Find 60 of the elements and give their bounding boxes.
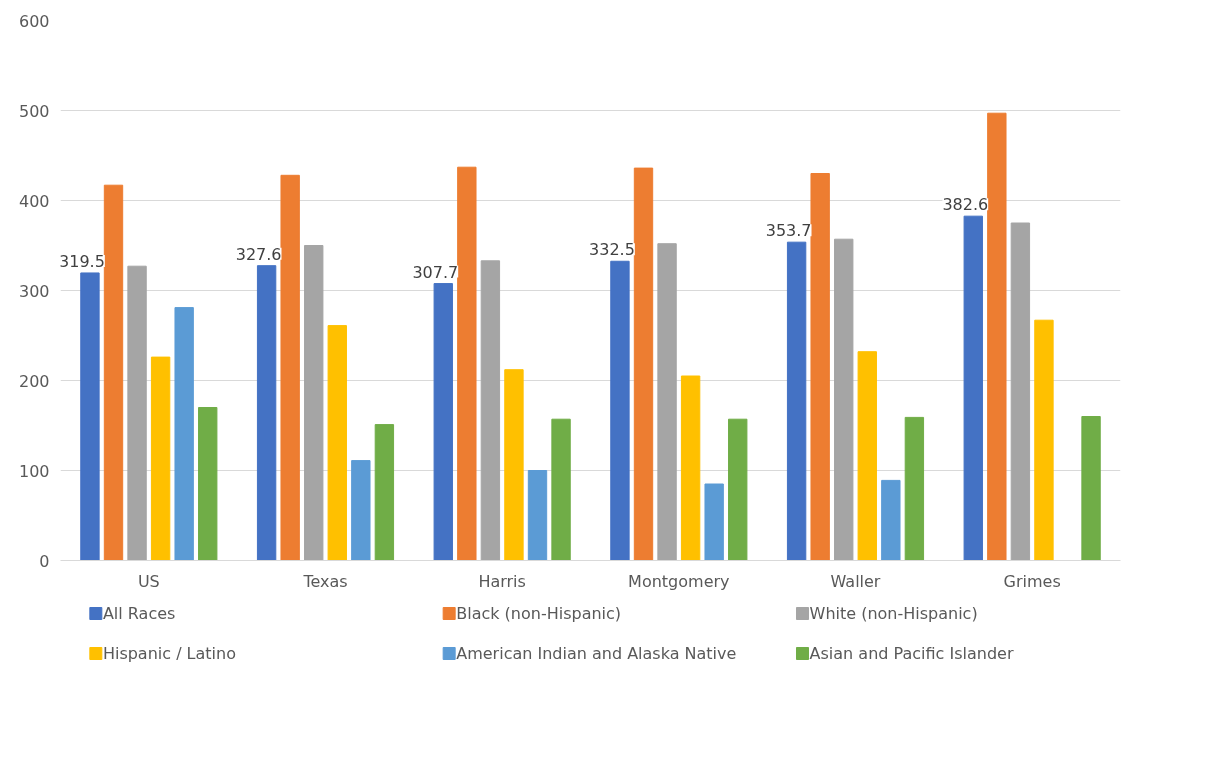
- bar: [280, 174, 300, 561]
- legend-label: Asian and Pacific Islander: [809, 644, 1014, 663]
- bar: [904, 416, 925, 561]
- bar: [127, 265, 147, 561]
- data-label: 307.7: [412, 262, 459, 282]
- bar: [728, 418, 748, 561]
- bar: [680, 375, 701, 561]
- bar: [633, 167, 654, 561]
- bar: [1081, 416, 1101, 561]
- y-tick-label: 0: [39, 551, 50, 571]
- bar: [610, 260, 630, 561]
- data-label: 332.5: [589, 240, 635, 260]
- x-tick-label: Harris: [478, 571, 526, 591]
- y-tick-label: 400: [18, 191, 50, 211]
- y-tick-label: 300: [18, 281, 50, 301]
- x-tick-label: Waller: [830, 571, 881, 591]
- x-tick-label: Montgomery: [628, 571, 730, 591]
- legend-label: American Indian and Alaska Native: [456, 644, 737, 663]
- bar: [327, 325, 347, 561]
- bar: [80, 272, 100, 561]
- data-label: 319.5: [59, 251, 105, 271]
- bar: [857, 351, 877, 561]
- bar: [527, 470, 548, 561]
- bar: [150, 356, 171, 561]
- bar: [374, 424, 395, 561]
- y-tick-label: 500: [18, 101, 50, 121]
- y-tick-label: 200: [18, 371, 50, 391]
- bar: [810, 173, 830, 561]
- bar: [174, 307, 194, 561]
- x-tick-label: Grimes: [1003, 571, 1061, 591]
- bar: [657, 243, 677, 561]
- legend-label: White (non-Hispanic): [809, 604, 978, 623]
- bar: [198, 407, 218, 561]
- legend-label: All Races: [102, 604, 176, 623]
- bar: [834, 238, 854, 561]
- bar: [504, 369, 524, 561]
- bar: [881, 479, 901, 561]
- bar: [704, 483, 724, 561]
- legend-label: Hispanic / Latino: [102, 644, 236, 663]
- y-tick-label: 100: [18, 461, 50, 481]
- bar: [304, 245, 324, 561]
- data-label: 327.6: [235, 244, 282, 264]
- bar: [103, 184, 124, 561]
- bar: [480, 260, 501, 561]
- bar: [256, 265, 277, 561]
- bar: [433, 283, 453, 561]
- bar: [987, 112, 1007, 561]
- bar: [1010, 222, 1031, 561]
- bar: [1034, 319, 1054, 561]
- bar: [786, 241, 807, 561]
- bar: [551, 418, 571, 561]
- bar: [351, 460, 371, 561]
- bar: [963, 215, 983, 561]
- bar: [457, 166, 477, 561]
- data-label: 382.6: [942, 195, 989, 215]
- x-tick-label: US: [137, 571, 160, 591]
- x-tick-label: Texas: [302, 571, 348, 591]
- y-tick-label: 600: [18, 11, 50, 31]
- legend-label: Black (non-Hispanic): [456, 604, 622, 623]
- data-label: 353.7: [765, 221, 812, 241]
